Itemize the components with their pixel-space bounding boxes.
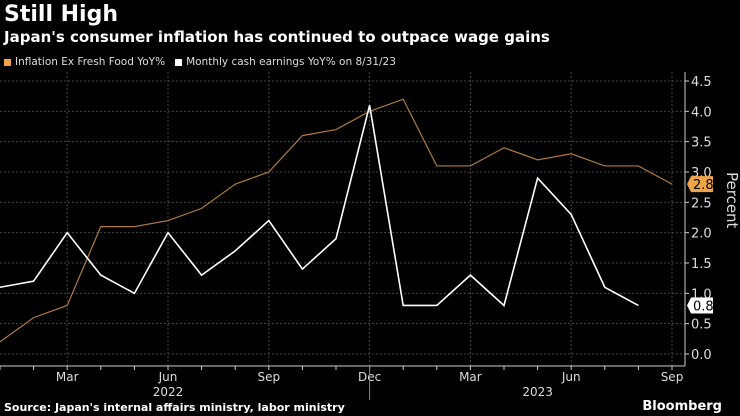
legend-item-inflation: Inflation Ex Fresh Food YoY% [4,56,165,68]
x-tick-label: Mar [56,370,79,384]
y-tick-label: 3.5 [691,136,712,151]
legend-label: Inflation Ex Fresh Food YoY% [15,56,166,68]
last-value-tag [687,176,713,193]
y-tick-label: 1.5 [691,257,712,272]
last-value-label: 2.8 [693,178,714,193]
x-tick-label: Sep [661,370,684,384]
y-tick-label: 4.5 [691,75,712,90]
year-label: 2023 [522,385,553,399]
chart-subtitle: Japan's consumer inflation has continued… [4,28,550,46]
y-tick-label: 0.0 [691,348,712,363]
y-tick-label: 4.0 [691,105,712,120]
y-axis-label: Percent [723,172,740,229]
x-tick-label: Jun [158,370,178,384]
year-label: 2022 [153,385,184,399]
y-tick-label: 0.5 [691,318,712,333]
y-tick-label: 2.0 [691,227,712,242]
chart-title: Still High [4,2,119,27]
legend: Inflation Ex Fresh Food YoY% Monthly cas… [4,56,396,68]
legend-item-earnings: Monthly cash earnings YoY% on 8/31/23 [175,56,396,68]
bloomberg-logo: Bloomberg [642,399,722,414]
legend-swatch [175,58,183,66]
x-tick-label: Sep [257,370,280,384]
last-value-tag [687,297,713,314]
y-tick-label: 2.5 [691,196,712,211]
legend-label: Monthly cash earnings YoY% on 8/31/23 [186,56,396,68]
series-line-1 [0,105,639,307]
source-note: Source: Japan's internal affairs ministr… [4,401,345,414]
x-tick-label: Jun [561,370,581,384]
legend-swatch [4,58,11,66]
x-tick-label: Mar [459,370,482,384]
last-value-label: 0.8 [693,299,714,314]
